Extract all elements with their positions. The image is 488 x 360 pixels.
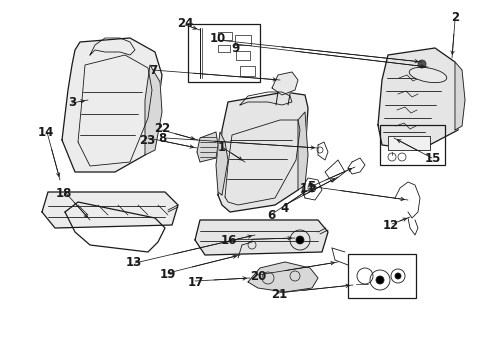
Text: 4: 4 — [280, 202, 288, 215]
Circle shape — [394, 273, 400, 279]
Polygon shape — [247, 262, 317, 292]
Circle shape — [375, 276, 383, 284]
Text: 16: 16 — [221, 234, 237, 248]
Bar — [218, 45, 229, 52]
Bar — [379, 125, 444, 165]
Ellipse shape — [408, 67, 446, 83]
Text: 20: 20 — [249, 270, 265, 283]
Text: 6: 6 — [266, 208, 275, 221]
Polygon shape — [62, 38, 162, 172]
Polygon shape — [297, 112, 307, 190]
Polygon shape — [195, 220, 327, 255]
Text: 7: 7 — [149, 63, 157, 77]
Polygon shape — [216, 132, 227, 195]
Bar — [387, 136, 429, 150]
Text: 21: 21 — [270, 288, 286, 301]
Polygon shape — [197, 132, 218, 162]
Text: 8: 8 — [158, 131, 166, 144]
Text: 23: 23 — [139, 134, 155, 147]
Bar — [387, 136, 429, 150]
Bar — [187, 24, 260, 82]
Text: 12: 12 — [382, 219, 398, 231]
Circle shape — [417, 60, 425, 68]
Polygon shape — [454, 62, 464, 130]
Text: 10: 10 — [209, 32, 225, 45]
Bar — [236, 51, 249, 60]
Text: 14: 14 — [38, 126, 54, 139]
Polygon shape — [377, 48, 461, 150]
Polygon shape — [42, 192, 178, 228]
Bar — [347, 254, 415, 298]
Polygon shape — [145, 65, 162, 155]
Text: 17: 17 — [187, 275, 203, 288]
Text: 18: 18 — [56, 186, 72, 199]
Text: 22: 22 — [154, 122, 170, 135]
Text: 5: 5 — [306, 180, 314, 193]
Text: 9: 9 — [231, 41, 240, 54]
Bar — [235, 35, 250, 45]
Text: 3: 3 — [68, 95, 76, 108]
Text: 19: 19 — [160, 267, 176, 280]
Polygon shape — [218, 92, 307, 212]
Text: 2: 2 — [450, 10, 458, 23]
Circle shape — [295, 236, 304, 244]
Polygon shape — [271, 72, 297, 95]
Text: 24: 24 — [177, 17, 193, 30]
Text: 13: 13 — [125, 256, 142, 270]
Text: 1: 1 — [218, 140, 225, 153]
Bar — [218, 32, 231, 40]
Bar — [240, 66, 254, 76]
Text: 15: 15 — [424, 152, 440, 165]
Text: 11: 11 — [299, 181, 315, 194]
